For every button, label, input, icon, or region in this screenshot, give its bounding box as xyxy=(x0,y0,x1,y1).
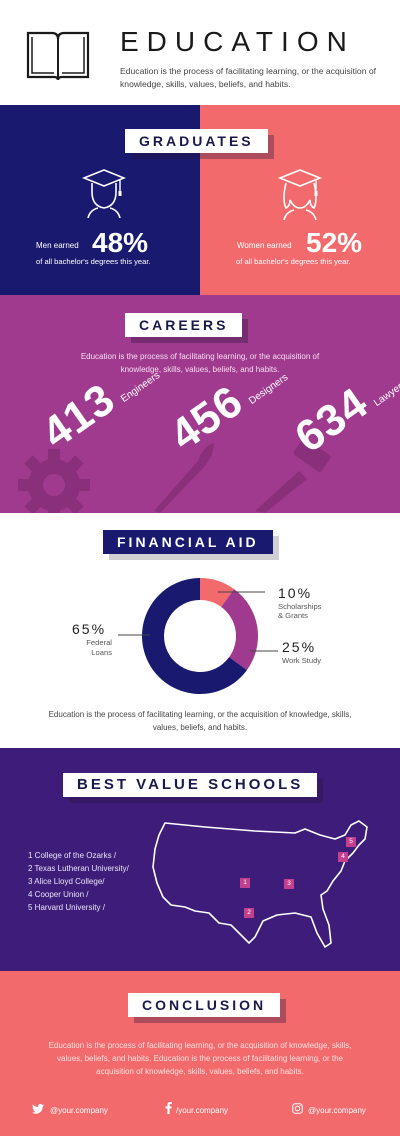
list-item: 2 Texas Lutheran University/ xyxy=(28,864,129,873)
social-handle: @your.company xyxy=(50,1105,108,1115)
map-marker-2: 2 xyxy=(244,908,254,918)
map-marker-4: 4 xyxy=(338,852,348,862)
instagram-icon xyxy=(292,1101,303,1119)
social-handle: /your.company xyxy=(176,1105,229,1115)
conclusion-title: CONCLUSION xyxy=(128,993,281,1017)
social-twitter[interactable]: @your.company xyxy=(32,1101,108,1119)
career-stat-label: Lawyers xyxy=(371,378,400,409)
men-subtext: of all bachelor's degrees this year. xyxy=(36,257,151,266)
federal-percent: 65% xyxy=(72,621,107,637)
federal-label-line1: Federal xyxy=(86,638,112,647)
women-label: Women earned xyxy=(237,241,292,250)
male-graduate-icon xyxy=(81,168,127,223)
women-percent: 52% xyxy=(306,227,363,258)
list-item: 3 Alice Lloyd College/ xyxy=(28,877,105,886)
gear-icon xyxy=(14,445,94,513)
usa-map-outline xyxy=(145,813,380,968)
open-book-icon xyxy=(24,25,92,88)
women-subtext: of all bachelor's degrees this year. xyxy=(236,257,351,266)
social-facebook[interactable]: /your.company xyxy=(165,1101,228,1119)
page-title: EDUCATION xyxy=(120,26,355,57)
donut-slice-1 xyxy=(221,589,258,671)
graduates-section: Men earned 48% of all bachelor's degrees… xyxy=(0,105,400,295)
work-study-percent: 25% xyxy=(282,639,317,655)
header: EDUCATION Education is the process of fa… xyxy=(0,0,400,105)
best-value-schools-section: BEST VALUE SCHOOLS 1 College of the Ozar… xyxy=(0,748,400,971)
graduates-title: GRADUATES xyxy=(125,129,268,153)
list-item: 5 Harvard University / xyxy=(28,903,105,912)
careers-section: CAREERS Education is the process of faci… xyxy=(0,295,400,513)
financial-aid-title: FINANCIAL AID xyxy=(103,530,273,554)
social-instagram[interactable]: @your.company xyxy=(292,1101,366,1119)
men-label: Men earned xyxy=(36,241,79,250)
career-stat-label: Designers xyxy=(246,372,291,407)
female-graduate-icon xyxy=(276,168,324,225)
social-handle: @your.company xyxy=(308,1105,366,1115)
work-study-label: Work Study xyxy=(282,656,322,665)
school-list: 1 College of the Ozarks / 2 Texas Luther… xyxy=(28,849,129,914)
federal-label-line2: Loans xyxy=(91,648,112,657)
donut-slice-0 xyxy=(200,578,235,607)
list-item: 1 College of the Ozarks / xyxy=(28,851,117,860)
list-item: 4 Cooper Union / xyxy=(28,890,89,899)
map-marker-3: 3 xyxy=(284,879,294,889)
paintbrush-icon xyxy=(148,441,218,513)
donut-chart xyxy=(141,578,258,694)
conclusion-section: CONCLUSION Education is the process of f… xyxy=(0,971,400,1136)
conclusion-description: Education is the process of facilitating… xyxy=(48,1041,352,1076)
scholarships-label-line1: Scholarships xyxy=(278,602,322,611)
schools-title: BEST VALUE SCHOOLS xyxy=(63,773,318,797)
header-description: Education is the process of facilitating… xyxy=(120,66,377,89)
gavel-icon xyxy=(255,438,345,513)
donut-slice-2 xyxy=(141,578,247,694)
financial-aid-section: FINANCIAL AID 10% Scholarships & Grants … xyxy=(0,513,400,748)
scholarships-percent: 10% xyxy=(278,585,313,601)
scholarships-label-line2: & Grants xyxy=(278,611,308,620)
financial-aid-donut xyxy=(118,578,278,694)
financial-aid-description: Education is the process of facilitating… xyxy=(48,710,352,732)
facebook-icon xyxy=(165,1101,172,1119)
career-stat-label: Engineers xyxy=(118,370,163,405)
men-percent: 48% xyxy=(92,227,149,258)
careers-description: Education is the process of facilitating… xyxy=(80,352,320,374)
map-marker-5: 5 xyxy=(346,837,356,847)
map-marker-1: 1 xyxy=(240,878,250,888)
careers-title: CAREERS xyxy=(125,313,243,337)
twitter-icon xyxy=(32,1101,44,1119)
